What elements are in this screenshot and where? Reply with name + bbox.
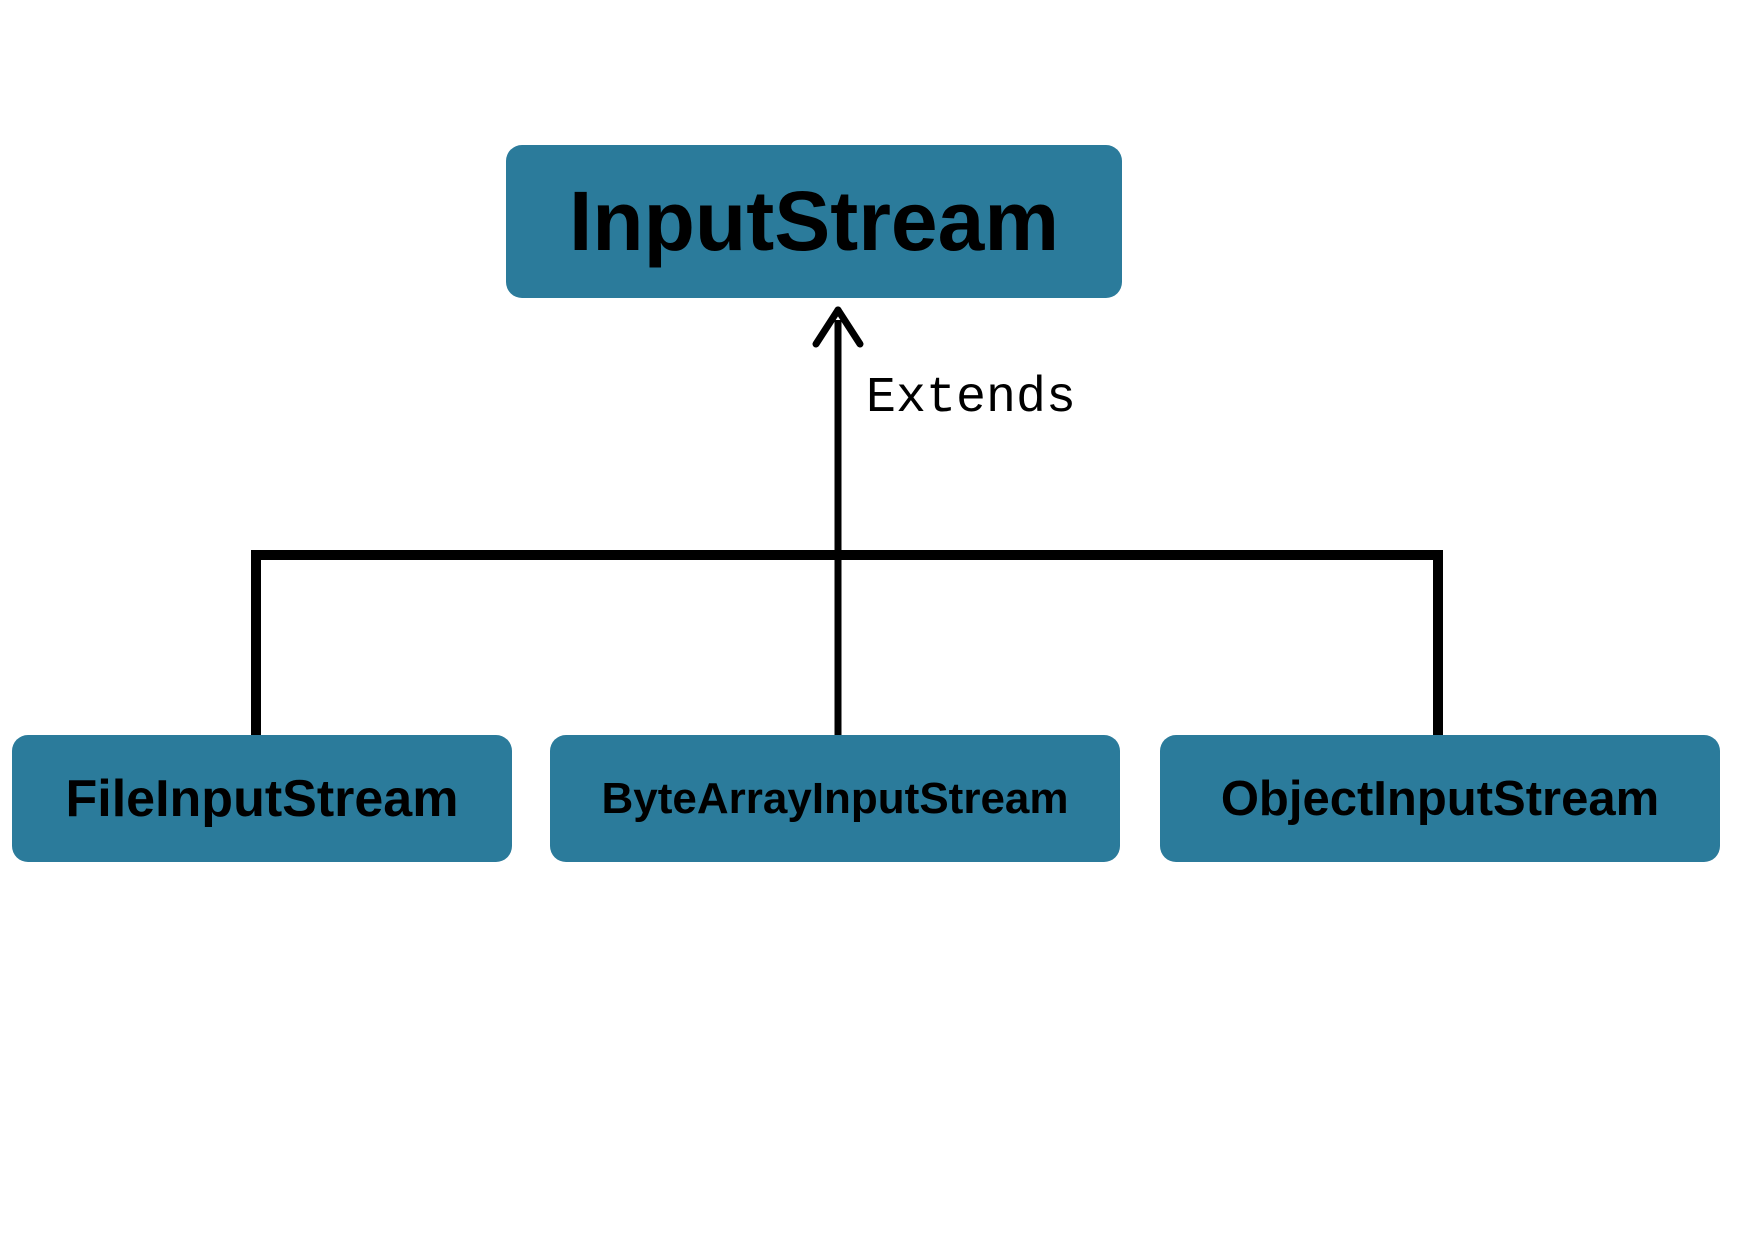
root-node-label: InputStream bbox=[569, 173, 1059, 270]
class-hierarchy-diagram: InputStream FileInputStream ByteArrayInp… bbox=[0, 0, 1747, 1240]
child-node-label: ObjectInputStream bbox=[1221, 771, 1659, 827]
child-node-objectinputstream: ObjectInputStream bbox=[1160, 735, 1720, 862]
child-node-label: ByteArrayInputStream bbox=[601, 774, 1068, 824]
child-node-bytearrayinputstream: ByteArrayInputStream bbox=[550, 735, 1120, 862]
child-node-fileinputstream: FileInputStream bbox=[12, 735, 512, 862]
root-node-inputstream: InputStream bbox=[506, 145, 1122, 298]
child-node-label: FileInputStream bbox=[66, 769, 459, 829]
arrowhead-left bbox=[816, 310, 838, 344]
arrowhead-right bbox=[838, 310, 860, 344]
edge-label-text: Extends bbox=[866, 370, 1076, 427]
extends-label: Extends bbox=[866, 370, 1076, 427]
